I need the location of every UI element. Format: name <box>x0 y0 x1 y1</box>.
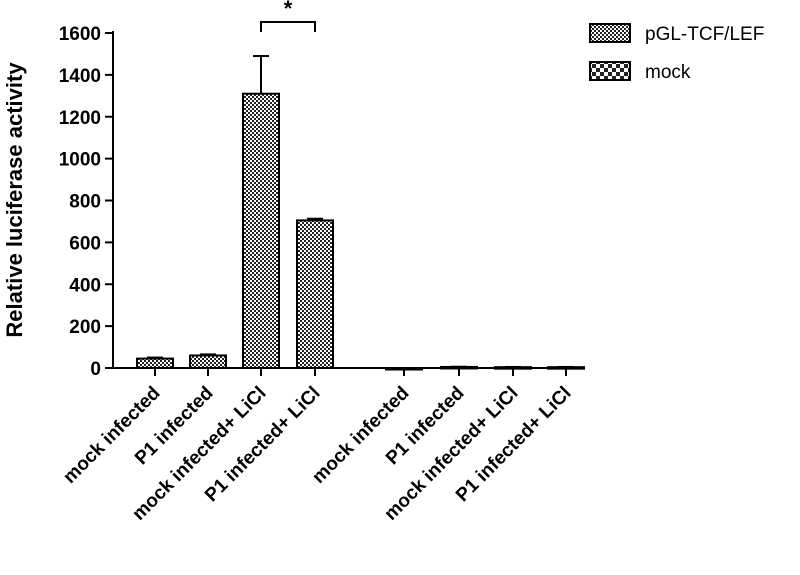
bar <box>136 357 174 369</box>
significance-star: * <box>284 0 293 21</box>
y-tick-label: 400 <box>69 275 101 296</box>
legend-swatch <box>589 61 631 81</box>
bracket-line <box>260 21 316 32</box>
y-tick-label: 1400 <box>59 66 101 87</box>
bar <box>189 354 227 369</box>
bar <box>242 92 280 369</box>
legend-label: mock <box>645 62 691 83</box>
y-tick-label: 0 <box>90 359 101 380</box>
y-tick-label: 800 <box>69 192 101 213</box>
x-tick-label: mock infected <box>308 383 413 488</box>
bars <box>136 92 585 371</box>
error-bars <box>147 55 574 368</box>
legend: pGL-TCF/LEF mock <box>589 23 764 83</box>
bar <box>296 219 334 369</box>
y-tick-label: 200 <box>69 317 101 338</box>
legend-swatch <box>589 23 631 43</box>
significance-bracket: * <box>260 0 316 32</box>
y-tick-label: 600 <box>69 233 101 254</box>
y-axis-title: Relative luciferase activity <box>2 62 27 338</box>
axes: 0 200 400 600 800 1000 1200 1400 1600 <box>59 24 585 380</box>
bar <box>385 367 423 371</box>
y-tick-label: 1600 <box>59 24 101 45</box>
y-tick-label: 1200 <box>59 108 101 129</box>
y-tick-label: 1000 <box>59 150 101 171</box>
legend-label: pGL-TCF/LEF <box>645 24 764 45</box>
